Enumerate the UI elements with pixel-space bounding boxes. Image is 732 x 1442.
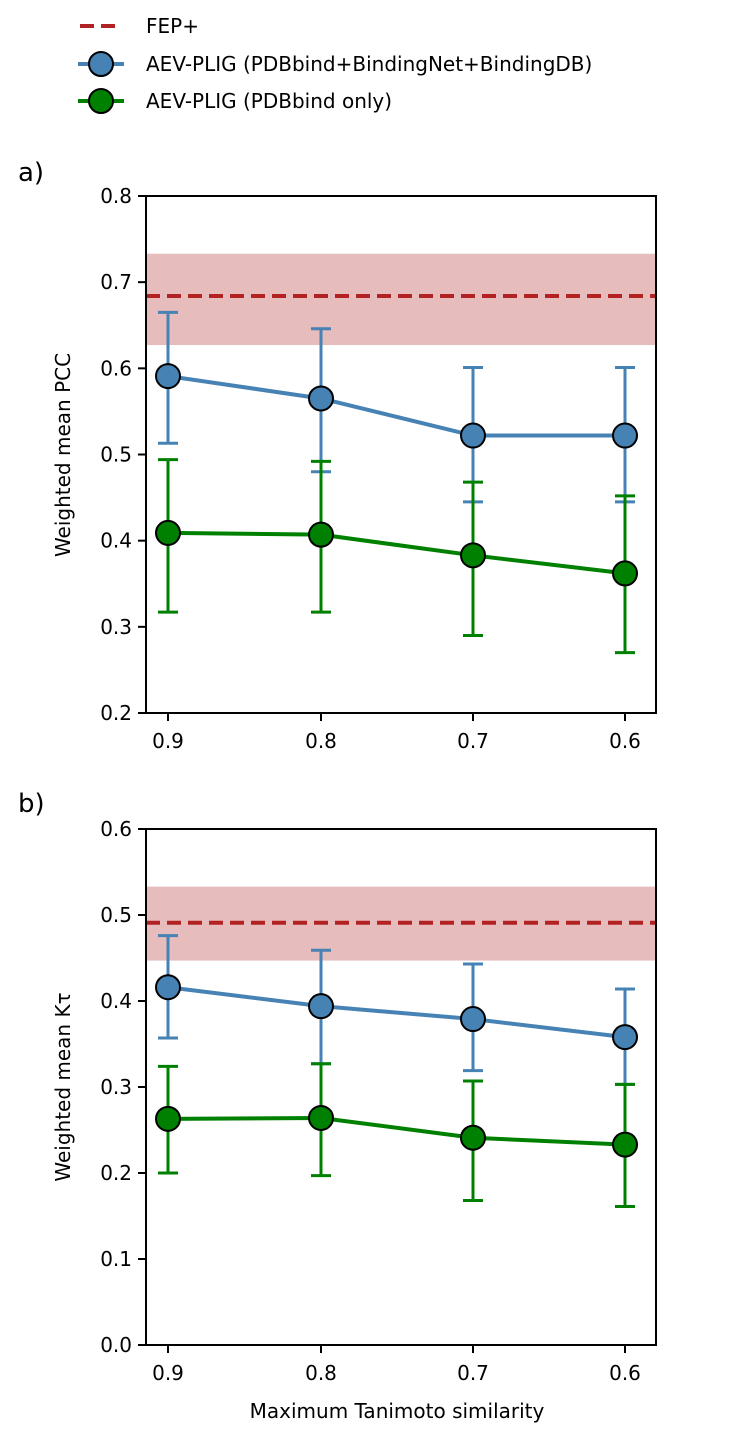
- series-line-broad: [167, 985, 626, 1040]
- y-tick-label: 0.4: [100, 989, 132, 1013]
- y-tick-label: 0.3: [100, 615, 132, 639]
- y-tick-label: 0.2: [100, 1161, 132, 1185]
- legend-label-broad: AEV-PLIG (PDBbind+BindingNet+BindingDB): [146, 52, 592, 76]
- data-point-broad: [460, 422, 486, 449]
- data-point-broad: [460, 1006, 486, 1033]
- y-tick-label: 0.4: [100, 529, 132, 553]
- x-tick-label: 0.6: [609, 729, 641, 753]
- axes-layer-b: 0.0 0.1 0.2 0.3 0.4 0.5 0.6 0.9 0.8 0.7 0.6: [100, 817, 657, 1385]
- legend-swatch-broad-marker: [88, 51, 114, 77]
- x-tick-label: 0.8: [305, 1361, 337, 1385]
- data-point-broad: [308, 385, 334, 412]
- x-axis-label: Maximum Tanimoto similarity: [250, 1399, 545, 1423]
- y-axis-label-b: Weighted mean Kτ: [51, 992, 75, 1181]
- x-tick-label: 0.6: [609, 1361, 641, 1385]
- data-point-broad: [308, 993, 334, 1020]
- data-point-pdb: [612, 560, 638, 587]
- data-point-pdb: [460, 1124, 486, 1151]
- data-point-pdb: [155, 519, 181, 546]
- data-point-pdb: [155, 1105, 181, 1132]
- data-point-broad: [612, 1024, 638, 1051]
- legend: FEP+ AEV-PLIG (PDBbind+BindingNet+Bindin…: [78, 14, 592, 114]
- x-tick-label: 0.7: [457, 729, 489, 753]
- y-tick-label: 0.5: [100, 903, 132, 927]
- x-tick-label: 0.7: [457, 1361, 489, 1385]
- series-line-pdb: [167, 530, 626, 576]
- panel-label-b: b): [18, 789, 45, 819]
- legend-entry-broad: AEV-PLIG (PDBbind+BindingNet+BindingDB): [78, 51, 592, 77]
- series-line-broad: [167, 374, 625, 438]
- data-point-broad: [155, 974, 181, 1001]
- data-point-pdb: [308, 521, 334, 548]
- panel-b: b) Weighted mean Kτ 0.00.10.20.30.40.50.…: [18, 789, 657, 1385]
- y-axis-label-a: Weighted mean PCC: [51, 353, 75, 557]
- x-tick-label: 0.9: [152, 1361, 184, 1385]
- y-tick-label: 0.2: [100, 701, 132, 725]
- legend-label-fep: FEP+: [146, 14, 199, 38]
- x-tick-label: 0.8: [305, 729, 337, 753]
- axes-layer-a: 0.2 0.3 0.4 0.5 0.6 0.7 0.8 0.9 0.8 0.7 0.6: [100, 184, 657, 753]
- series-layer-b: [155, 934, 638, 1209]
- legend-label-pdb: AEV-PLIG (PDBbind only): [146, 89, 392, 113]
- data-point-pdb: [612, 1131, 638, 1158]
- data-point-broad: [612, 422, 638, 449]
- panel-label-a: a): [18, 158, 44, 188]
- data-point-pdb: [460, 542, 486, 569]
- y-tick-label: 0.8: [100, 184, 132, 208]
- y-tick-label: 0.7: [100, 270, 132, 294]
- y-tick-label: 0.6: [100, 817, 132, 841]
- y-tick-label: 0.3: [100, 1075, 132, 1099]
- legend-entry-fep: FEP+: [80, 14, 199, 38]
- y-tick-label: 0.1: [100, 1247, 132, 1271]
- x-tick-label: 0.9: [152, 729, 184, 753]
- legend-swatch-pdb-marker: [88, 88, 114, 114]
- y-tick-label: 0.0: [100, 1333, 132, 1357]
- y-tick-label: 0.6: [100, 356, 132, 380]
- series-line-pdb: [167, 1115, 626, 1147]
- legend-entry-pdb: AEV-PLIG (PDBbind only): [78, 88, 392, 114]
- y-tick-label: 0.5: [100, 443, 132, 467]
- fep-band-layer-a: [146, 253, 656, 346]
- panel-a: a) Weighted mean PCC 0.20.30.40.50.60.70…: [18, 158, 657, 753]
- data-point-pdb: [308, 1104, 334, 1131]
- data-point-broad: [155, 363, 181, 390]
- fep-uncertainty-band: [146, 253, 656, 346]
- series-layer-a: [155, 310, 638, 655]
